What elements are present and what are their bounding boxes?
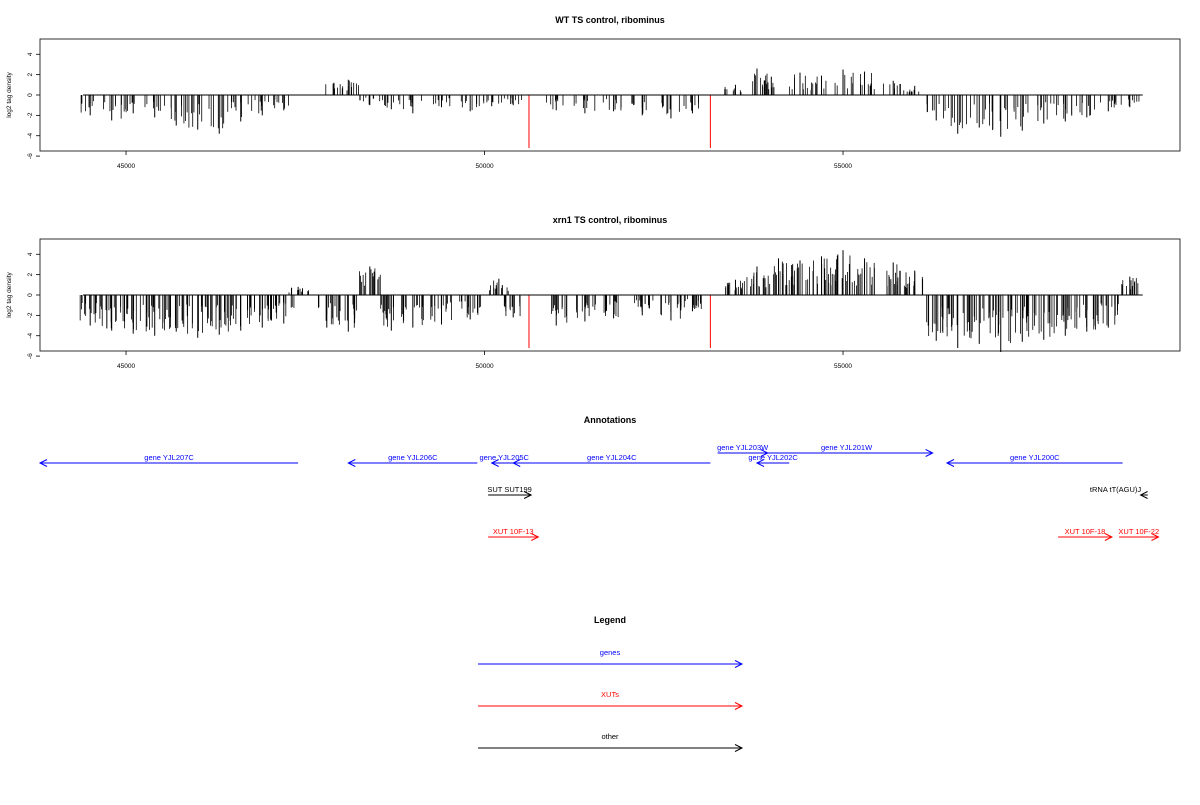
annotation-features: gene YJL207C gene YJL206C gene YJL205C gene… — [38, 443, 1160, 541]
annotation-gene-yjl201w: gene YJL201W — [760, 443, 934, 457]
strand-arrowhead — [1139, 491, 1148, 499]
feature-label: SUT SUT199 — [487, 485, 531, 494]
wt-x-tick-label: 45000 — [117, 163, 135, 170]
feature-label: gene YJL207C — [144, 453, 194, 462]
legend-label: other — [601, 732, 619, 741]
xrn1-x-tick-label: 55000 — [834, 363, 852, 370]
strand-arrowhead — [925, 449, 934, 457]
strand-arrowhead — [490, 459, 499, 467]
xrn1-y-tick-label: -2 — [27, 312, 34, 318]
wt-y-ticks: 4 2 0 -2 -4 -6 — [27, 52, 40, 159]
xrn1-marker-lines — [528, 295, 711, 348]
wt-coverage-panel: WT TS control, ribominus log2 tag densit… — [6, 15, 1181, 170]
annotation-gene-yjl202c: gene YJL202C — [748, 453, 798, 467]
legend-item-other: other — [478, 732, 744, 752]
xrn1-y-tick-label: 4 — [27, 252, 34, 256]
wt-x-ticks: 45000 50000 55000 — [117, 151, 852, 170]
wt-y-tick-label: -2 — [27, 112, 34, 118]
annotations-track: Annotations gene YJL207C gene YJL206C gene… — [38, 415, 1160, 541]
feature-label: gene YJL205C — [479, 453, 529, 462]
feature-label: gene YJL204C — [587, 453, 637, 462]
wt-y-axis-label: log2 tag density — [6, 71, 13, 117]
wt-y-tick-label: 2 — [27, 72, 34, 76]
annotation-xut-10f-18: XUT 10F-18 — [1058, 527, 1114, 541]
legend-arrowhead — [734, 702, 744, 710]
annotation-sut-sut199: SUT SUT199 — [487, 485, 533, 499]
strand-arrowhead — [755, 459, 765, 467]
wt-y-tick-label: -4 — [27, 132, 34, 138]
legend-title: Legend — [594, 615, 626, 625]
xrn1-x-tick-label: 50000 — [475, 363, 493, 370]
legend-label: genes — [600, 648, 621, 657]
annotation-gene-yjl206c: gene YJL206C — [347, 453, 478, 467]
legend: Legend genes XUTs other — [478, 615, 744, 752]
annotations-title: Annotations — [584, 415, 637, 425]
legend-items: genes XUTs other — [478, 648, 744, 752]
feature-label: gene YJL206C — [388, 453, 438, 462]
feature-label: XUT 10F-22 — [1118, 527, 1159, 536]
legend-item-xuts: XUTs — [478, 690, 744, 710]
strand-arrowhead — [531, 533, 540, 541]
xrn1-x-tick-label: 45000 — [117, 363, 135, 370]
wt-panel-title: WT TS control, ribominus — [555, 15, 665, 25]
annotation-gene-yjl204c: gene YJL204C — [512, 453, 711, 467]
xrn1-y-tick-label: 2 — [27, 272, 34, 276]
strand-arrowhead — [512, 459, 521, 467]
feature-label: gene YJL201W — [821, 443, 873, 452]
xrn1-y-axis-label: log2 tag density — [6, 271, 13, 317]
xrn1-y-tick-label: -6 — [27, 353, 34, 359]
wt-y-tick-label: 4 — [27, 52, 34, 56]
xrn1-panel-title: xrn1 TS control, ribominus — [553, 215, 668, 225]
legend-label: XUTs — [601, 690, 619, 699]
wt-marker-lines — [528, 95, 711, 148]
wt-x-tick-label: 50000 — [475, 163, 493, 170]
wt-x-tick-label: 55000 — [834, 163, 852, 170]
feature-label: XUT 10F-18 — [1065, 527, 1106, 536]
xrn1-y-ticks: 4 2 0 -2 -4 -6 — [27, 252, 40, 359]
feature-label: gene YJL202C — [748, 453, 798, 462]
wt-bars — [80, 68, 1140, 137]
wt-y-tick-label: 0 — [27, 93, 34, 97]
xrn1-x-ticks: 45000 50000 55000 — [117, 351, 852, 370]
strand-arrowhead — [945, 459, 955, 467]
strand-arrowhead — [1104, 533, 1114, 541]
xrn1-bars — [79, 250, 1139, 353]
strand-arrowhead — [347, 459, 356, 467]
annotation-xut-10f-22: XUT 10F-22 — [1118, 527, 1160, 541]
feature-label: XUT 10F-13 — [493, 527, 534, 536]
strand-arrowhead — [523, 491, 533, 499]
annotation-trna-tt-agu-j: tRNA tT(AGU)J — [1090, 485, 1148, 499]
legend-arrowhead — [734, 744, 744, 752]
strand-arrowhead — [38, 459, 48, 467]
feature-label: tRNA tT(AGU)J — [1090, 485, 1142, 494]
xrn1-coverage-panel: xrn1 TS control, ribominus log2 tag dens… — [6, 215, 1181, 370]
xrn1-y-tick-label: 0 — [27, 293, 34, 297]
strand-arrowhead — [1151, 533, 1160, 541]
xrn1-y-tick-label: -4 — [27, 332, 34, 338]
annotation-xut-10f-13: XUT 10F-13 — [488, 527, 540, 541]
annotation-gene-yjl200c: gene YJL200C — [945, 453, 1123, 467]
feature-label: gene YJL203W — [717, 443, 769, 452]
legend-arrowhead — [734, 660, 744, 668]
legend-item-genes: genes — [478, 648, 744, 668]
feature-label: gene YJL200C — [1010, 453, 1060, 462]
annotation-gene-yjl207c: gene YJL207C — [38, 453, 299, 467]
wt-y-tick-label: -6 — [27, 153, 34, 159]
